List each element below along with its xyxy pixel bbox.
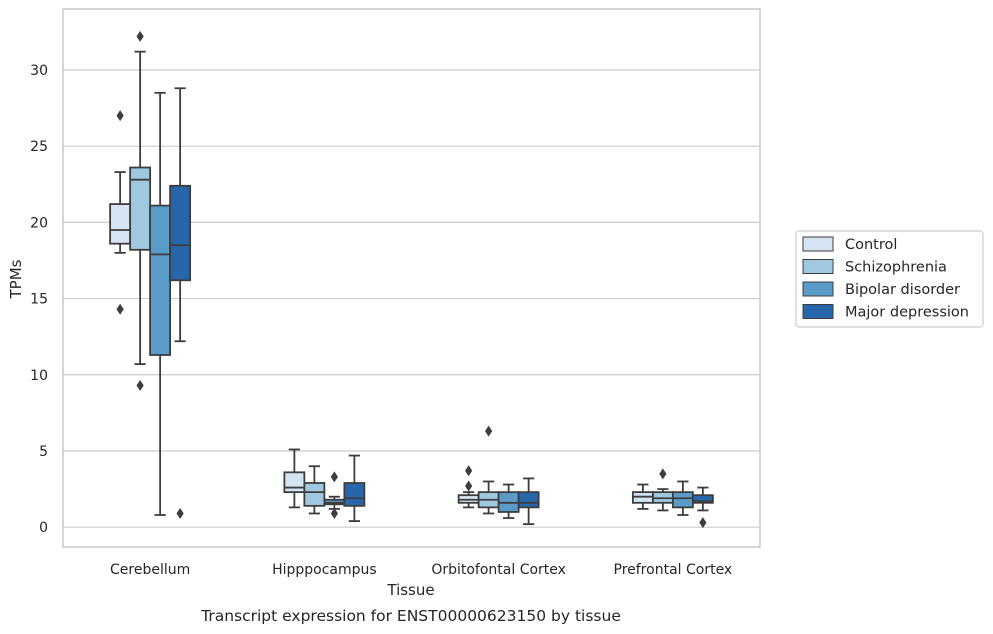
legend-frame — [795, 230, 984, 328]
box-control — [457, 465, 480, 509]
outlier-marker — [136, 379, 144, 391]
box-major-depression — [169, 87, 192, 519]
y-tick-label: 5 — [39, 444, 48, 460]
box-control — [283, 448, 306, 509]
y-tick-label: 10 — [30, 368, 48, 384]
x-tick-label: Orbitofontal Cortex — [431, 562, 566, 578]
box-control — [631, 483, 654, 510]
box-schizophrenia — [303, 465, 326, 515]
legend-label: Control — [845, 237, 897, 253]
iqr-box — [671, 491, 694, 509]
y-tick-labels: 0 5 10 15 20 25 30 — [30, 63, 48, 536]
outlier-marker — [699, 517, 707, 529]
iqr-box — [517, 491, 540, 509]
outlier-marker — [485, 425, 493, 437]
legend-swatch — [802, 304, 834, 319]
outlier-marker — [116, 110, 124, 122]
box-schizophrenia — [129, 30, 152, 391]
box-major-depression — [517, 477, 540, 526]
box-bipolar-disorder — [497, 483, 520, 519]
legend-label: Schizophrenia — [845, 260, 947, 276]
box-major-depression — [691, 486, 714, 529]
y-tick-label: 15 — [30, 292, 48, 308]
legend-swatch — [802, 281, 834, 297]
outlier-marker — [330, 471, 338, 483]
outlier-marker — [659, 468, 667, 480]
outlier-marker — [465, 480, 473, 492]
box-bipolar-disorder — [671, 480, 694, 516]
x-tick-label: Hipppocampus — [272, 562, 377, 578]
plot-frame — [62, 8, 761, 548]
box-bipolar-disorder — [149, 91, 172, 516]
box-bipolar-disorder — [323, 471, 346, 519]
legend-label: Major depression — [845, 305, 969, 321]
box-plots — [109, 30, 714, 529]
box-major-depression — [343, 454, 366, 522]
x-axis-label: Tissue — [386, 581, 434, 599]
x-tick-labels: Cerebellum Hipppocampus Orbitofontal Corte… — [110, 562, 732, 578]
iqr-box — [109, 203, 132, 245]
iqr-box — [691, 494, 714, 504]
iqr-box — [303, 482, 326, 507]
y-tick-label: 20 — [30, 215, 48, 231]
iqr-box — [283, 471, 306, 494]
y-axis-label: TPMs — [7, 259, 25, 299]
y-tick-label: 25 — [30, 139, 48, 155]
outlier-marker — [465, 465, 473, 477]
legend: Control Schizophrenia Bipolar disorder Majo… — [795, 230, 984, 328]
box-schizophrenia — [477, 425, 500, 515]
legend-swatch — [802, 259, 834, 274]
iqr-box — [149, 204, 172, 356]
outlier-marker — [116, 303, 124, 315]
outlier-marker — [330, 507, 338, 519]
box-schizophrenia — [651, 468, 674, 512]
box-control — [109, 110, 132, 315]
y-tick-label: 0 — [39, 520, 48, 536]
legend-label: Bipolar disorder — [845, 282, 960, 298]
legend-swatch — [802, 236, 834, 252]
iqr-box — [343, 482, 366, 507]
chart-caption: Transcript expression for ENST0000062315… — [200, 607, 621, 625]
outlier-marker — [136, 30, 144, 42]
x-tick-label: Cerebellum — [110, 562, 190, 578]
iqr-box — [169, 184, 192, 282]
x-tick-label: Prefrontal Cortex — [614, 562, 733, 578]
outlier-marker — [176, 507, 184, 519]
y-tick-label: 30 — [30, 63, 48, 79]
